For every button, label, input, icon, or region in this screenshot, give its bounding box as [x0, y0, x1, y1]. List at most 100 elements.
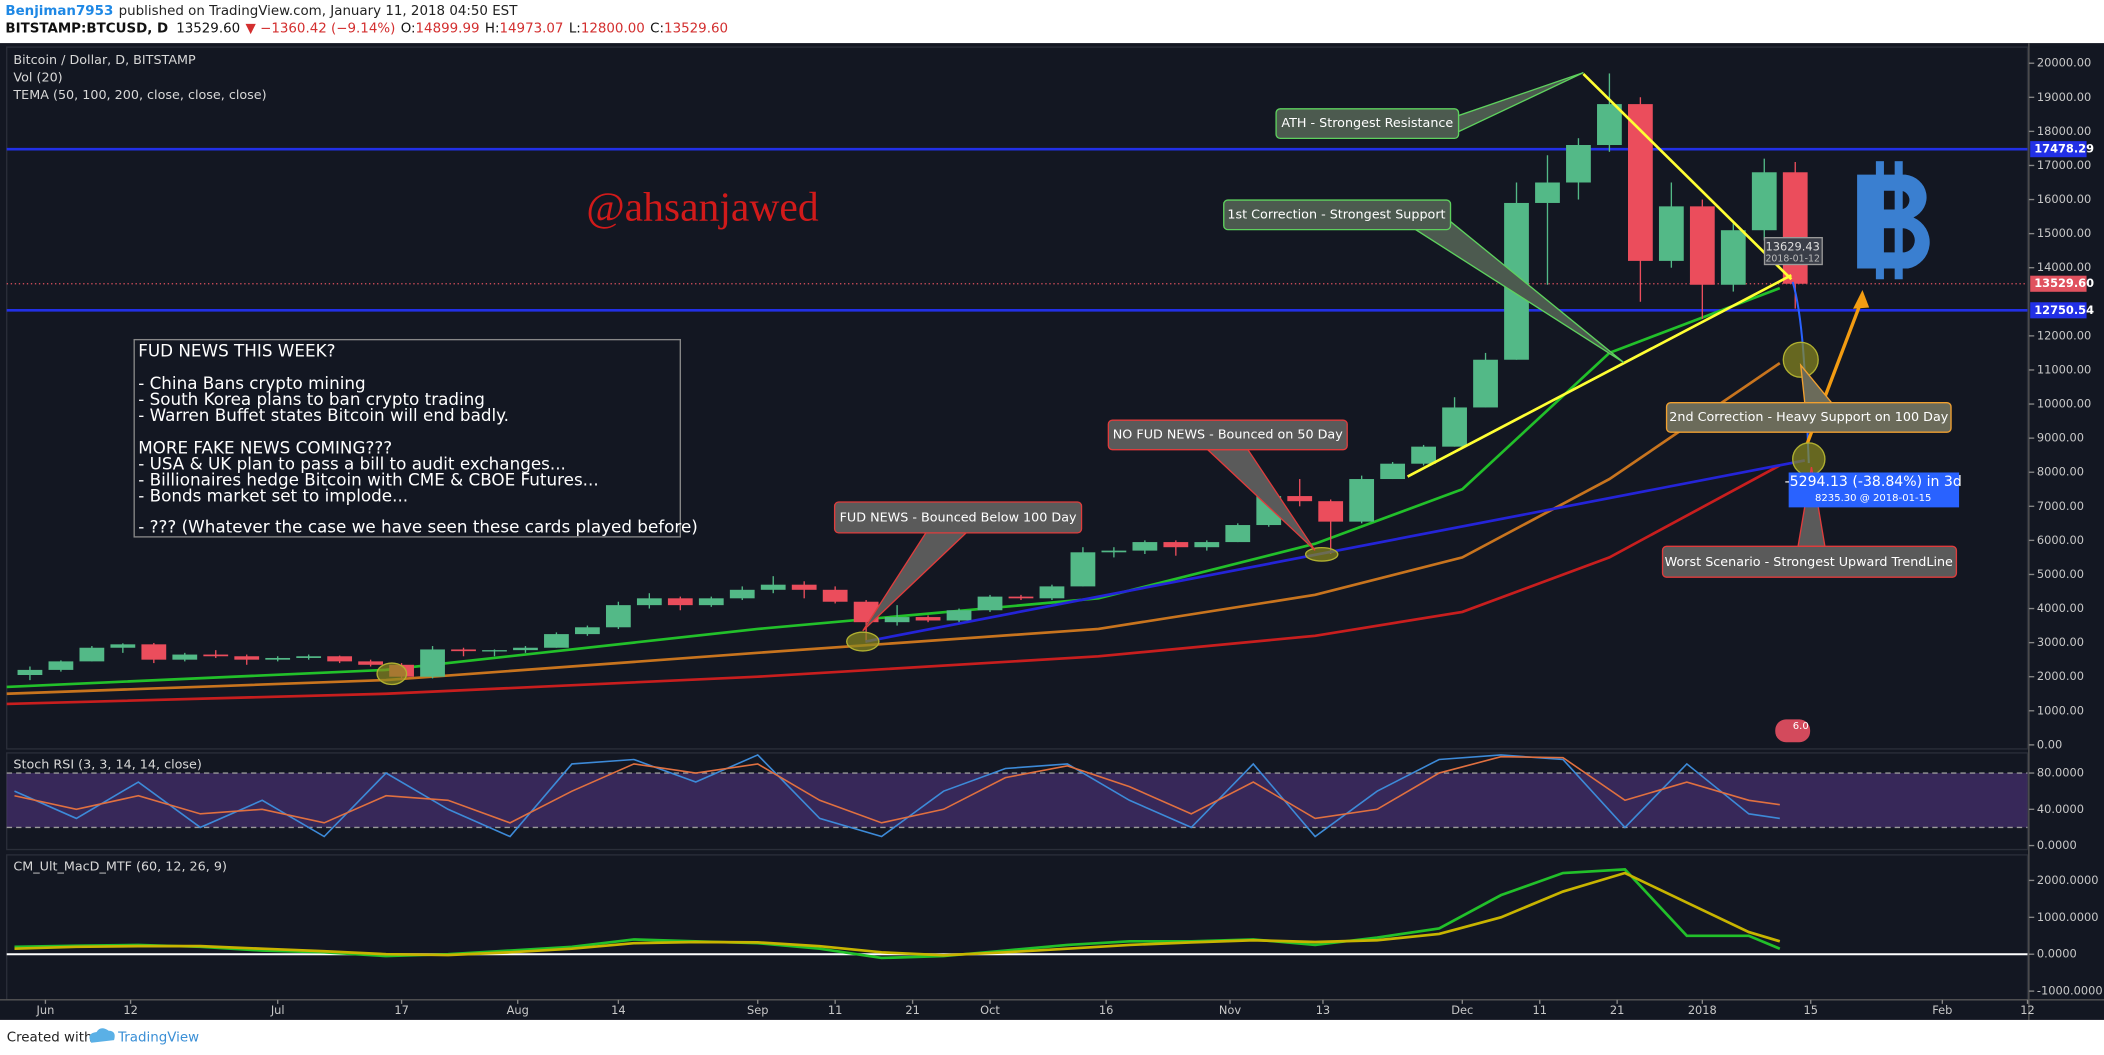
callout: ATH - Strongest Resistance [1275, 71, 1584, 140]
candle-body [791, 584, 817, 590]
ohlc-value: 14899.99 [416, 21, 480, 36]
candle-body [1380, 463, 1406, 480]
callout-text: 1st Correction - Strongest Support [1227, 207, 1445, 222]
series-line [6, 362, 1781, 696]
price-label-bg [2030, 302, 2087, 319]
plots: 20000.00 19000.00 18000.00 17000.00 16000.00… [6, 56, 2103, 1017]
callout: NO FUD NEWS - Bounced on 50 Day [1107, 419, 1348, 551]
x-tick-label: 21 [905, 1003, 920, 1017]
ohlc-value: 12800.00 [581, 21, 645, 36]
arrow-head [1853, 289, 1870, 309]
tooltip [1763, 236, 1823, 266]
x-tick-label: Oct [980, 1003, 1000, 1017]
x-tick-label: Jun [36, 1003, 55, 1017]
candle-body [698, 598, 724, 606]
y-tick-label: 12000.00 [2037, 328, 2091, 342]
candle-body [1163, 542, 1189, 548]
candle-body [1566, 145, 1591, 183]
highlight [846, 631, 880, 652]
volume-badge-text: 6.0 [1793, 721, 1809, 732]
candle-body [977, 596, 1003, 611]
candle-body [575, 627, 600, 635]
x-tick-label: 11 [1532, 1003, 1547, 1017]
published: published on TradingView.com, January 11… [119, 4, 519, 19]
tooltip-date: 2018-01-12 [1765, 254, 1820, 265]
ohlc-key: L: [569, 21, 581, 36]
ohlc-value: 13529.60 [664, 21, 728, 36]
y-tick-label: 7000.00 [2037, 499, 2084, 513]
y-tick-label: 17000.00 [2037, 158, 2091, 172]
volume-badge [1775, 719, 1811, 743]
y-tick-label: 3000.00 [2037, 635, 2084, 649]
candle-body [1194, 542, 1220, 548]
candle-body [636, 598, 662, 606]
candle-body [1070, 552, 1096, 587]
x-tick-label: 12 [2020, 1003, 2035, 1017]
footer-text: Created with [7, 1030, 93, 1045]
candle-body [1689, 206, 1715, 285]
ohlc-value: 14973.07 [499, 21, 563, 36]
candle-body [1473, 359, 1498, 408]
candle-body [1411, 446, 1436, 464]
candle-body [1287, 496, 1313, 502]
y-tick-label: 0.0000 [2037, 947, 2077, 961]
note-line: - ??? (Whatever the case we have seen th… [138, 517, 698, 537]
candle-body [1101, 550, 1127, 553]
x-tick-label: 14 [611, 1003, 626, 1017]
candle-body [296, 656, 322, 658]
watermark: @ahsanjawed [586, 183, 818, 229]
y-tick-label: 2000.0000 [2037, 873, 2099, 887]
candle-body [1627, 104, 1653, 261]
note-line: - Warren Buffet states Bitcoin will end … [138, 405, 509, 425]
candle-body [1318, 501, 1344, 522]
candle-body [1751, 172, 1777, 231]
note-line: - Billionaires hedge Bitcoin with CME & … [138, 470, 598, 490]
x-tick-label: 16 [1099, 1003, 1114, 1017]
price-label: 17478.29 [2034, 142, 2094, 156]
series-line [14, 753, 1780, 838]
x-tick-label: 2018 [1688, 1003, 1717, 1017]
callout-text: Worst Scenario - Strongest Upward TrendL… [1665, 555, 1953, 570]
candle-body [141, 644, 167, 660]
x-tick-label: Jul [270, 1003, 285, 1017]
candle-body [1225, 525, 1251, 543]
candle-body [1442, 407, 1467, 447]
symbol: BITSTAMP:BTCUSD, D [5, 21, 168, 36]
candle-body [1349, 479, 1375, 522]
y-tick-label: 15000.00 [2037, 226, 2091, 240]
callout-text: ATH - Strongest Resistance [1281, 116, 1453, 131]
highlight [1304, 546, 1339, 562]
series-line [14, 871, 1781, 957]
callout: 1st Correction - Strongest Support [1223, 199, 1625, 364]
candle-body [172, 654, 198, 660]
x-tick-label: Feb [1932, 1003, 1952, 1017]
candle-body [482, 650, 507, 652]
note-line: - Bonds market set to implode... [138, 486, 408, 506]
candle-body [451, 649, 476, 652]
header-line-2: BITSTAMP:BTCUSD, D 13529.60 ▼ −1360.42 (−9… [5, 21, 728, 36]
y-tick-label: 1000.0000 [2037, 910, 2099, 924]
candle-body [884, 617, 910, 623]
highlight [376, 662, 408, 686]
candle-body [1597, 104, 1622, 146]
trendline [1406, 274, 1792, 478]
callout: FUD NEWS - Bounced Below 100 Day [833, 501, 1083, 632]
projection-target: 8235.30 @ 2018-01-15 [1815, 493, 1931, 504]
callout-text: FUD NEWS - Bounced Below 100 Day [840, 511, 1077, 526]
y-tick-label: 16000.00 [2037, 192, 2091, 206]
indicator-legend: Vol (20) [13, 70, 62, 85]
price-label-bg [2030, 141, 2087, 158]
author[interactable]: Benjiman7953 [5, 4, 113, 19]
brand[interactable]: TradingView [117, 1030, 199, 1045]
y-tick-label: 9000.00 [2037, 431, 2084, 445]
candle-body [513, 647, 538, 651]
candle-body [760, 584, 786, 590]
x-tick-label: 15 [1803, 1003, 1818, 1017]
x-tick-label: Aug [507, 1003, 529, 1017]
note-line: FUD NEWS THIS WEEK? [138, 341, 335, 361]
candle-body [79, 647, 105, 662]
y-tick-label: 2000.00 [2037, 669, 2084, 683]
x-tick-label: Sep [747, 1003, 768, 1017]
candle-body [544, 634, 569, 648]
header-line-1: Benjiman7953 published on TradingView.com… [5, 4, 518, 19]
